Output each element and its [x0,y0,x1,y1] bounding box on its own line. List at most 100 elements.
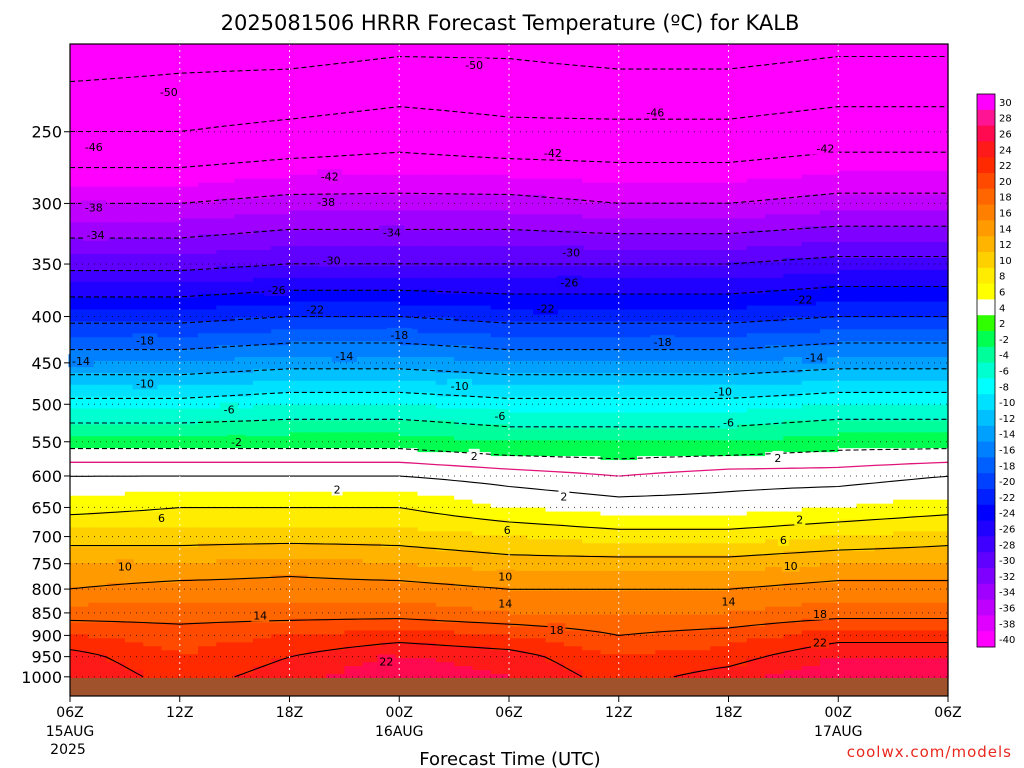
field-cell [710,412,730,418]
field-cell [710,361,730,366]
field-cell [307,440,327,445]
field-cell [326,281,345,287]
field-cell [70,59,89,65]
field-cell [472,317,492,322]
field-cell [435,404,455,410]
field-cell [929,388,949,394]
field-cell [911,218,931,223]
field-cell [216,341,236,346]
field-cell [929,246,949,251]
field-cell [911,135,931,140]
field-cell [161,127,181,132]
field-cell [435,424,455,429]
field-cell [691,83,711,89]
field-cell [362,436,382,441]
field-cell [326,428,345,433]
field-cell [380,63,400,69]
field-cell [143,119,163,124]
field-cell [563,202,583,208]
field-cell [124,170,144,176]
field-cell [417,444,437,449]
field-cell [234,416,254,422]
field-cell [70,412,89,418]
field-cell [326,313,345,319]
field-cell [838,293,858,299]
field-cell [545,107,565,112]
field-cell [637,166,656,172]
field-cell [380,277,400,283]
field-cell [765,63,784,69]
field-cell [746,75,766,81]
field-cell [161,214,181,219]
field-cell [582,170,602,176]
field-cell [911,51,931,57]
field-cell [746,147,766,152]
field-cell [874,51,894,57]
field-cell [527,47,547,53]
field-cell [454,408,474,414]
field-cell [289,55,309,61]
field-cell [819,79,839,85]
field-cell [362,162,382,168]
field-cell [582,341,602,346]
field-cell [307,59,327,65]
field-cell [490,59,510,65]
field-cell [509,206,528,212]
field-cell [179,47,199,53]
field-cell [435,392,455,398]
field-cell [673,182,693,188]
field-cell [143,285,163,291]
field-cell [545,325,565,330]
field-cell [399,400,419,406]
field-cell [563,353,583,358]
field-cell [929,131,949,136]
field-cell [271,380,291,386]
field-cell [691,202,711,208]
field-cell [856,55,876,61]
field-cell [545,353,565,358]
field-cell [819,95,839,101]
field-cell [271,364,291,370]
field-cell [326,285,345,291]
field-cell [70,349,89,354]
field-cell [710,115,730,120]
field-cell [728,404,748,410]
field-cell [911,119,931,124]
field-cell [490,139,510,144]
field-cell [893,368,913,374]
field-cell [362,349,382,354]
field-cell [600,254,620,259]
field-cell [691,139,711,144]
field-cell [234,265,254,271]
field-cell [326,115,345,120]
field-cell [929,281,949,287]
field-cell [143,234,163,239]
field-cell [198,111,217,116]
field-cell [70,115,89,120]
field-cell [179,131,199,136]
field-cell [490,436,510,441]
field-cell [801,111,821,116]
field-cell [289,222,309,227]
field-cell [893,289,913,295]
field-cell [88,162,108,168]
field-cell [380,436,400,441]
field-cell [216,325,236,330]
field-cell [911,99,931,105]
field-cell [70,238,89,243]
field-cell [893,349,913,354]
field-cell [252,424,272,429]
field-cell [179,261,199,267]
field-cell [326,265,345,271]
field-cell [490,317,510,322]
field-cell [728,127,748,132]
field-cell [691,277,711,283]
field-cell [234,83,254,89]
field-cell [490,147,510,152]
field-cell [344,396,364,402]
field-cell [874,452,894,457]
field-cell [765,321,784,326]
field-cell [234,67,254,73]
field-cell [198,281,217,287]
field-cell [856,392,876,398]
